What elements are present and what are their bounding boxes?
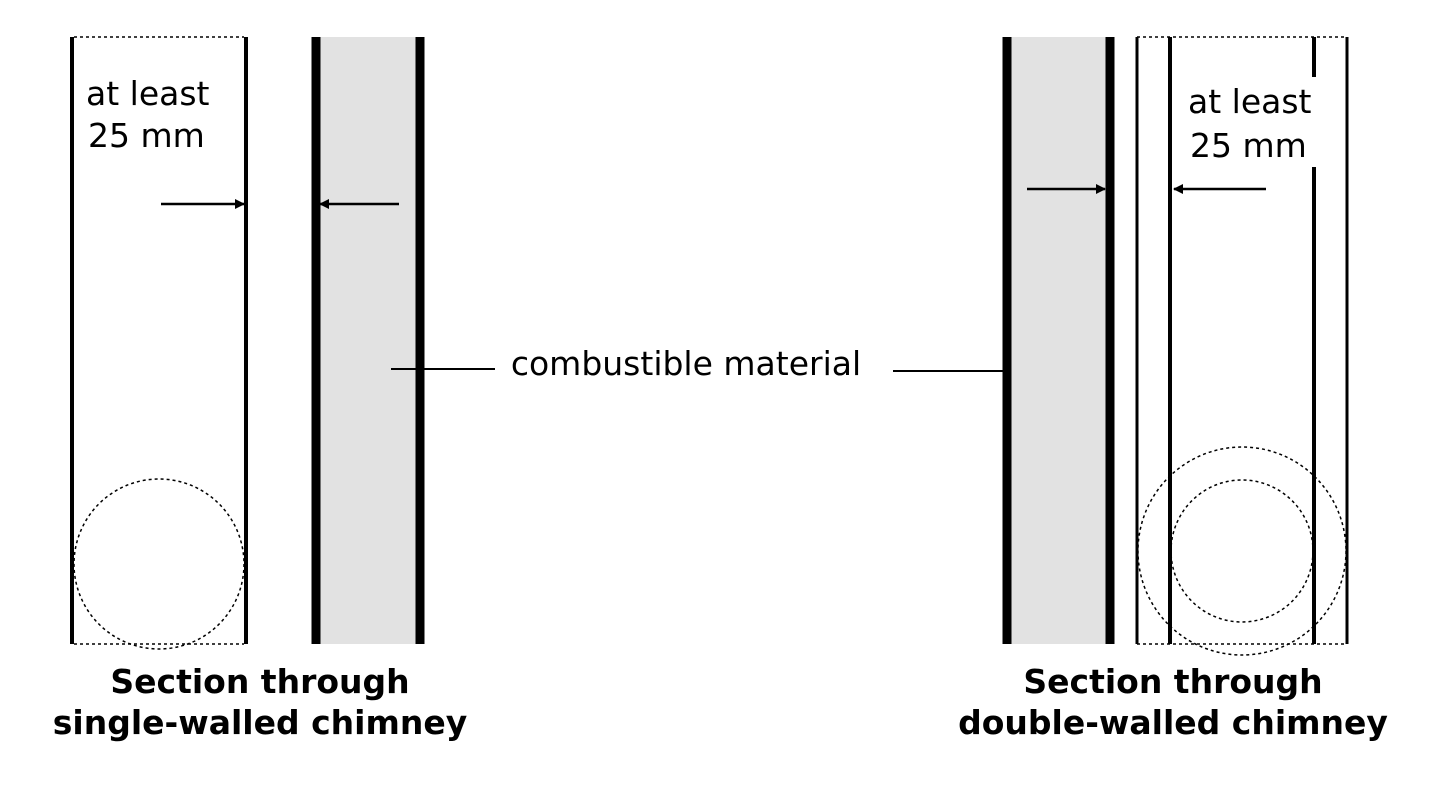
caption-left-line1: Section through	[110, 662, 409, 701]
clearance-label-right-line1: at least	[1188, 82, 1312, 121]
chimney-flue-circle	[73, 478, 245, 650]
clearance-label-right-line2: 25 mm	[1190, 126, 1307, 165]
caption-right-line1: Section through	[1023, 662, 1322, 701]
clearance-label-left-line1: at least	[86, 74, 210, 113]
combustible-callout: combustible material	[391, 344, 1032, 383]
chimney-outer-circle	[1137, 446, 1347, 656]
single-walled-chimney	[70, 36, 248, 650]
clearance-label-left-line2: 25 mm	[88, 116, 205, 155]
caption-right-line2: double-walled chimney	[958, 703, 1388, 742]
combustible-wall-right	[1002, 37, 1115, 644]
double-walled-chimney	[1135, 36, 1349, 656]
clearance-dimension-left: at least 25 mm	[86, 74, 399, 209]
clearance-dimension-right: at least 25 mm	[1027, 77, 1340, 194]
chimney-inner-circle	[1170, 479, 1314, 623]
label-background	[1180, 77, 1340, 167]
caption-right: Section through double-walled chimney	[958, 662, 1388, 742]
combustible-label: combustible material	[511, 344, 861, 383]
caption-left-line2: single-walled chimney	[53, 703, 467, 742]
caption-left: Section through single-walled chimney	[53, 662, 467, 742]
combustible-wall-left	[311, 37, 425, 644]
